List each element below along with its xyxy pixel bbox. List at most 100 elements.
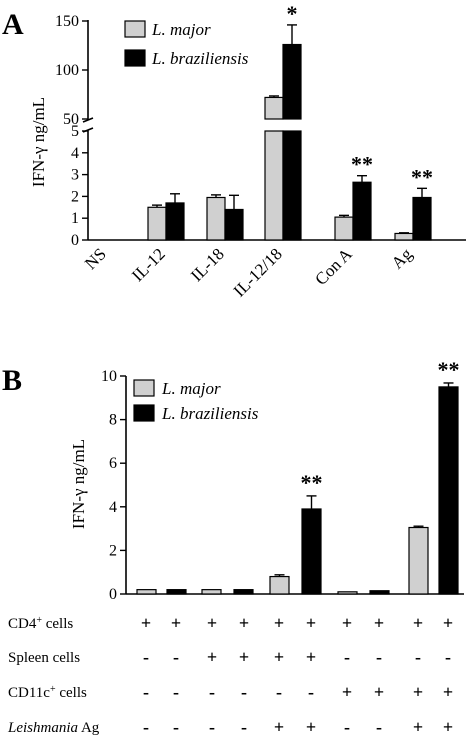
bar-l-braziliensis — [301, 508, 322, 595]
condition-sign: + — [413, 613, 423, 633]
panel-b-y-axis-label: IFN-γ ng/mL — [69, 439, 88, 529]
bar-l-major — [269, 575, 290, 595]
legend-swatch-l-braziliensis — [124, 49, 146, 67]
category-label: IL-12 — [128, 244, 169, 285]
bar-l-major — [147, 206, 167, 241]
condition-sign: - — [143, 647, 149, 667]
condition-sign: + — [342, 613, 352, 633]
bar-l-braziliensis — [224, 208, 244, 241]
category-label: Ag — [388, 244, 416, 272]
condition-sign: - — [344, 717, 350, 737]
y-tick-label: 0 — [109, 586, 117, 603]
condition-sign: - — [209, 717, 215, 737]
condition-sign: + — [374, 682, 384, 702]
category-label: Con A — [311, 244, 356, 289]
bar-l-major — [337, 591, 358, 595]
condition-sign: + — [274, 613, 284, 633]
condition-row-label: Spleen cells — [8, 650, 80, 666]
condition-sign: + — [141, 613, 151, 633]
bar-break-gap — [264, 120, 284, 130]
condition-sign: + — [239, 647, 249, 667]
condition-sign: + — [207, 647, 217, 667]
condition-sign: - — [173, 717, 179, 737]
legend-swatch-l-major — [133, 379, 155, 397]
legend-label-l-major: L. major — [151, 20, 211, 39]
y-tick-label: 10 — [101, 368, 117, 385]
condition-sign: - — [415, 647, 421, 667]
condition-sign: - — [173, 647, 179, 667]
legend-label-l-major: L. major — [161, 379, 221, 398]
y-tick-label: 2 — [71, 188, 79, 205]
y-tick-label: 1 — [71, 210, 79, 227]
significance-marker: ** — [438, 357, 460, 382]
panel-b-chart: B IFN-γ ng/mL 0 2 4 6 8 10 ** ** L. major L. b… — [2, 357, 464, 737]
bar-l-braziliensis — [282, 130, 302, 241]
condition-sign: - — [241, 682, 247, 702]
condition-sign: + — [342, 682, 352, 702]
condition-sign: - — [376, 647, 382, 667]
y-tick-label: 3 — [71, 167, 79, 184]
condition-sign: + — [306, 717, 316, 737]
bar-l-braziliensis — [412, 196, 432, 241]
condition-row-label: CD11c+ cells — [8, 684, 87, 702]
condition-sign: + — [374, 613, 384, 633]
bar-l-major — [408, 526, 429, 595]
bar-l-major — [206, 196, 226, 241]
bar-l-braziliensis — [165, 202, 185, 241]
condition-sign: + — [239, 613, 249, 633]
condition-sign: + — [443, 717, 453, 737]
bar-l-major — [201, 589, 222, 595]
condition-sign: + — [443, 613, 453, 633]
significance-marker: ** — [301, 470, 323, 495]
bar-break-gap — [282, 120, 302, 130]
condition-row-label: CD4+ cells — [8, 615, 73, 633]
condition-sign: - — [445, 647, 451, 667]
y-tick-label: 4 — [109, 499, 117, 516]
legend-swatch-l-braziliensis — [133, 404, 155, 422]
panel-a-category-labels: NS IL-12 IL-18 IL-12/18 Con A Ag — [81, 244, 416, 301]
condition-sign: - — [344, 647, 350, 667]
panel-b-axes: 0 2 4 6 8 10 — [101, 368, 464, 603]
condition-sign: + — [274, 717, 284, 737]
condition-sign: + — [443, 682, 453, 702]
condition-sign: + — [306, 647, 316, 667]
condition-sign: + — [171, 613, 181, 633]
panel-a-legend: L. major L. braziliensis — [124, 20, 249, 68]
y-tick-label: 8 — [109, 412, 117, 429]
condition-sign: - — [143, 682, 149, 702]
bar-l-major — [264, 96, 284, 120]
bar-l-braziliensis — [369, 590, 390, 595]
bar-l-braziliensis — [233, 589, 254, 595]
y-tick-label: 150 — [55, 13, 79, 30]
y-tick-label: 0 — [71, 232, 79, 249]
panel-b-letter: B — [2, 364, 22, 397]
bar-l-braziliensis — [352, 181, 372, 241]
panel-b-legend: L. major L. braziliensis — [133, 379, 259, 423]
bar-l-braziliensis — [166, 589, 187, 595]
category-label: NS — [81, 244, 110, 273]
significance-marker: ** — [411, 164, 433, 189]
condition-sign: - — [143, 717, 149, 737]
bar-l-major — [334, 216, 354, 241]
bar-l-major — [394, 232, 414, 241]
condition-sign: - — [376, 717, 382, 737]
panel-a-letter: A — [2, 8, 24, 41]
condition-sign: + — [413, 682, 423, 702]
legend-swatch-l-major — [124, 20, 146, 38]
condition-sign: - — [308, 682, 314, 702]
condition-sign: - — [241, 717, 247, 737]
condition-sign: + — [413, 717, 423, 737]
legend-label-l-braziliensis: L. braziliensis — [161, 404, 259, 423]
significance-marker: * — [287, 1, 298, 26]
condition-sign: - — [173, 682, 179, 702]
panel-a-bars: ***** — [147, 1, 433, 241]
condition-sign: + — [306, 613, 316, 633]
bar-l-braziliensis — [282, 43, 302, 120]
y-tick-label: 100 — [55, 62, 79, 79]
panel-a-y-axis-label: IFN-γ ng/mL — [29, 97, 48, 187]
y-tick-label: 50 — [63, 111, 79, 128]
panel-b-condition-table: CD4+ cells + + + + + + + + + + Spleen cells - - + + + + - -… — [7, 613, 453, 737]
y-tick-label: 6 — [109, 455, 117, 472]
